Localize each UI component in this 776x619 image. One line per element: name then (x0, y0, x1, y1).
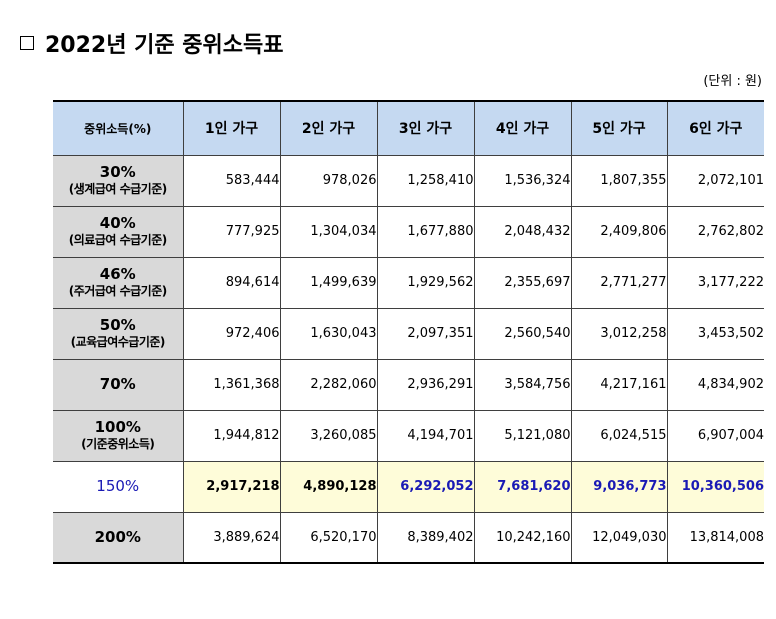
table-row: 50% (교육급여수급기준) 972,406 1,630,043 2,097,3… (53, 307, 764, 360)
row-label: 46% (주거급여 수급기준) (53, 256, 184, 309)
table-cell: 13,814,008 (666, 511, 764, 564)
row-criteria: (의료급여 수급기준) (68, 232, 167, 247)
table-cell: 1,361,368 (182, 358, 281, 411)
row-label: 40% (의료급여 수급기준) (53, 205, 184, 258)
table-cell: 2,282,060 (279, 358, 378, 411)
table-cell: 3,012,258 (570, 307, 668, 360)
column-header: 3인 가구 (376, 100, 475, 156)
page-title-text: 2022년 기준 중위소득표 (45, 33, 284, 58)
table-cell: 978,026 (279, 154, 378, 207)
table-cell: 777,925 (182, 205, 281, 258)
row-criteria: (기준중위소득) (81, 436, 155, 451)
table-cell: 2,048,432 (473, 205, 572, 258)
row-percent: 200% (94, 527, 141, 546)
row-percent: 46% (99, 264, 136, 283)
row-label: 50% (교육급여수급기준) (53, 307, 184, 360)
table-row: 30% (생계급여 수급기준) 583,444 978,026 1,258,41… (53, 154, 764, 207)
column-header: 5인 가구 (570, 100, 668, 156)
checkbox-square-icon (20, 36, 34, 50)
unit-note: (단위 : 원) (703, 74, 762, 89)
median-income-table: 중위소득(%) 1인 가구 2인 가구 3인 가구 4인 가구 5인 가구 6인… (53, 100, 764, 564)
row-percent: 100% (94, 417, 141, 436)
table-row: 46% (주거급여 수급기준) 894,614 1,499,639 1,929,… (53, 256, 764, 309)
table-cell: 1,630,043 (279, 307, 378, 360)
table-cell: 6,292,052 (376, 460, 475, 513)
table-cell: 5,121,080 (473, 409, 572, 462)
table-cell: 2,355,697 (473, 256, 572, 309)
table-cell: 9,036,773 (570, 460, 668, 513)
table-cell: 4,890,128 (279, 460, 378, 513)
table-row: 100% (기준중위소득) 1,944,812 3,260,085 4,194,… (53, 409, 764, 462)
table-cell: 10,242,160 (473, 511, 572, 564)
page-title: 2022년 기준 중위소득표 (20, 27, 283, 59)
table-cell: 4,834,902 (666, 358, 764, 411)
table-cell: 2,762,802 (666, 205, 764, 258)
row-label: 100% (기준중위소득) (53, 409, 184, 462)
table-cell: 2,072,101 (666, 154, 764, 207)
table-cell: 1,807,355 (570, 154, 668, 207)
table-cell: 3,584,756 (473, 358, 572, 411)
table-cell: 12,049,030 (570, 511, 668, 564)
table-cell: 894,614 (182, 256, 281, 309)
table-cell: 2,409,806 (570, 205, 668, 258)
column-header: 1인 가구 (182, 100, 281, 156)
table-cell: 1,677,880 (376, 205, 475, 258)
table-cell: 1,258,410 (376, 154, 475, 207)
row-percent: 40% (99, 213, 136, 232)
column-header: 중위소득(%) (53, 100, 184, 156)
table-cell: 1,304,034 (279, 205, 378, 258)
table-cell: 2,771,277 (570, 256, 668, 309)
table-cell: 1,929,562 (376, 256, 475, 309)
table-cell: 2,917,218 (182, 460, 281, 513)
table-cell: 3,177,222 (666, 256, 764, 309)
row-criteria: (주거급여 수급기준) (68, 283, 167, 298)
row-label: 200% (53, 511, 184, 564)
row-percent: 70% (99, 375, 136, 393)
row-criteria: (생계급여 수급기준) (68, 181, 167, 196)
table-cell: 1,944,812 (182, 409, 281, 462)
row-label: 150% (53, 460, 184, 513)
row-criteria: (교육급여수급기준) (70, 334, 166, 349)
row-label: 30% (생계급여 수급기준) (53, 154, 184, 207)
table-cell: 6,520,170 (279, 511, 378, 564)
table-cell: 3,889,624 (182, 511, 281, 564)
column-header: 6인 가구 (666, 100, 764, 156)
row-label: 70% (53, 358, 184, 411)
table-cell: 3,453,502 (666, 307, 764, 360)
table-cell: 6,907,004 (666, 409, 764, 462)
table-row: 70% 1,361,368 2,282,060 2,936,291 3,584,… (53, 358, 764, 411)
row-percent: 30% (99, 162, 136, 181)
table-cell: 1,536,324 (473, 154, 572, 207)
table-cell: 2,560,540 (473, 307, 572, 360)
table-cell: 2,097,351 (376, 307, 475, 360)
table-cell: 1,499,639 (279, 256, 378, 309)
table-cell: 6,024,515 (570, 409, 668, 462)
table-cell: 7,681,620 (473, 460, 572, 513)
table-cell: 583,444 (182, 154, 281, 207)
table-cell: 10,360,506 (666, 460, 764, 513)
table-cell: 972,406 (182, 307, 281, 360)
table-cell: 4,217,161 (570, 358, 668, 411)
table-cell: 3,260,085 (279, 409, 378, 462)
column-header: 2인 가구 (279, 100, 378, 156)
table-cell: 2,936,291 (376, 358, 475, 411)
highlighted-table-row: 150% 2,917,218 4,890,128 6,292,052 7,681… (53, 460, 764, 513)
table-row: 200% 3,889,624 6,520,170 8,389,402 10,24… (53, 511, 764, 564)
column-header: 4인 가구 (473, 100, 572, 156)
table-row: 40% (의료급여 수급기준) 777,925 1,304,034 1,677,… (53, 205, 764, 258)
row-percent: 150% (96, 477, 140, 495)
table-cell: 8,389,402 (376, 511, 475, 564)
table-cell: 4,194,701 (376, 409, 475, 462)
table-header-row: 중위소득(%) 1인 가구 2인 가구 3인 가구 4인 가구 5인 가구 6인… (53, 100, 764, 156)
row-percent: 50% (99, 315, 136, 334)
